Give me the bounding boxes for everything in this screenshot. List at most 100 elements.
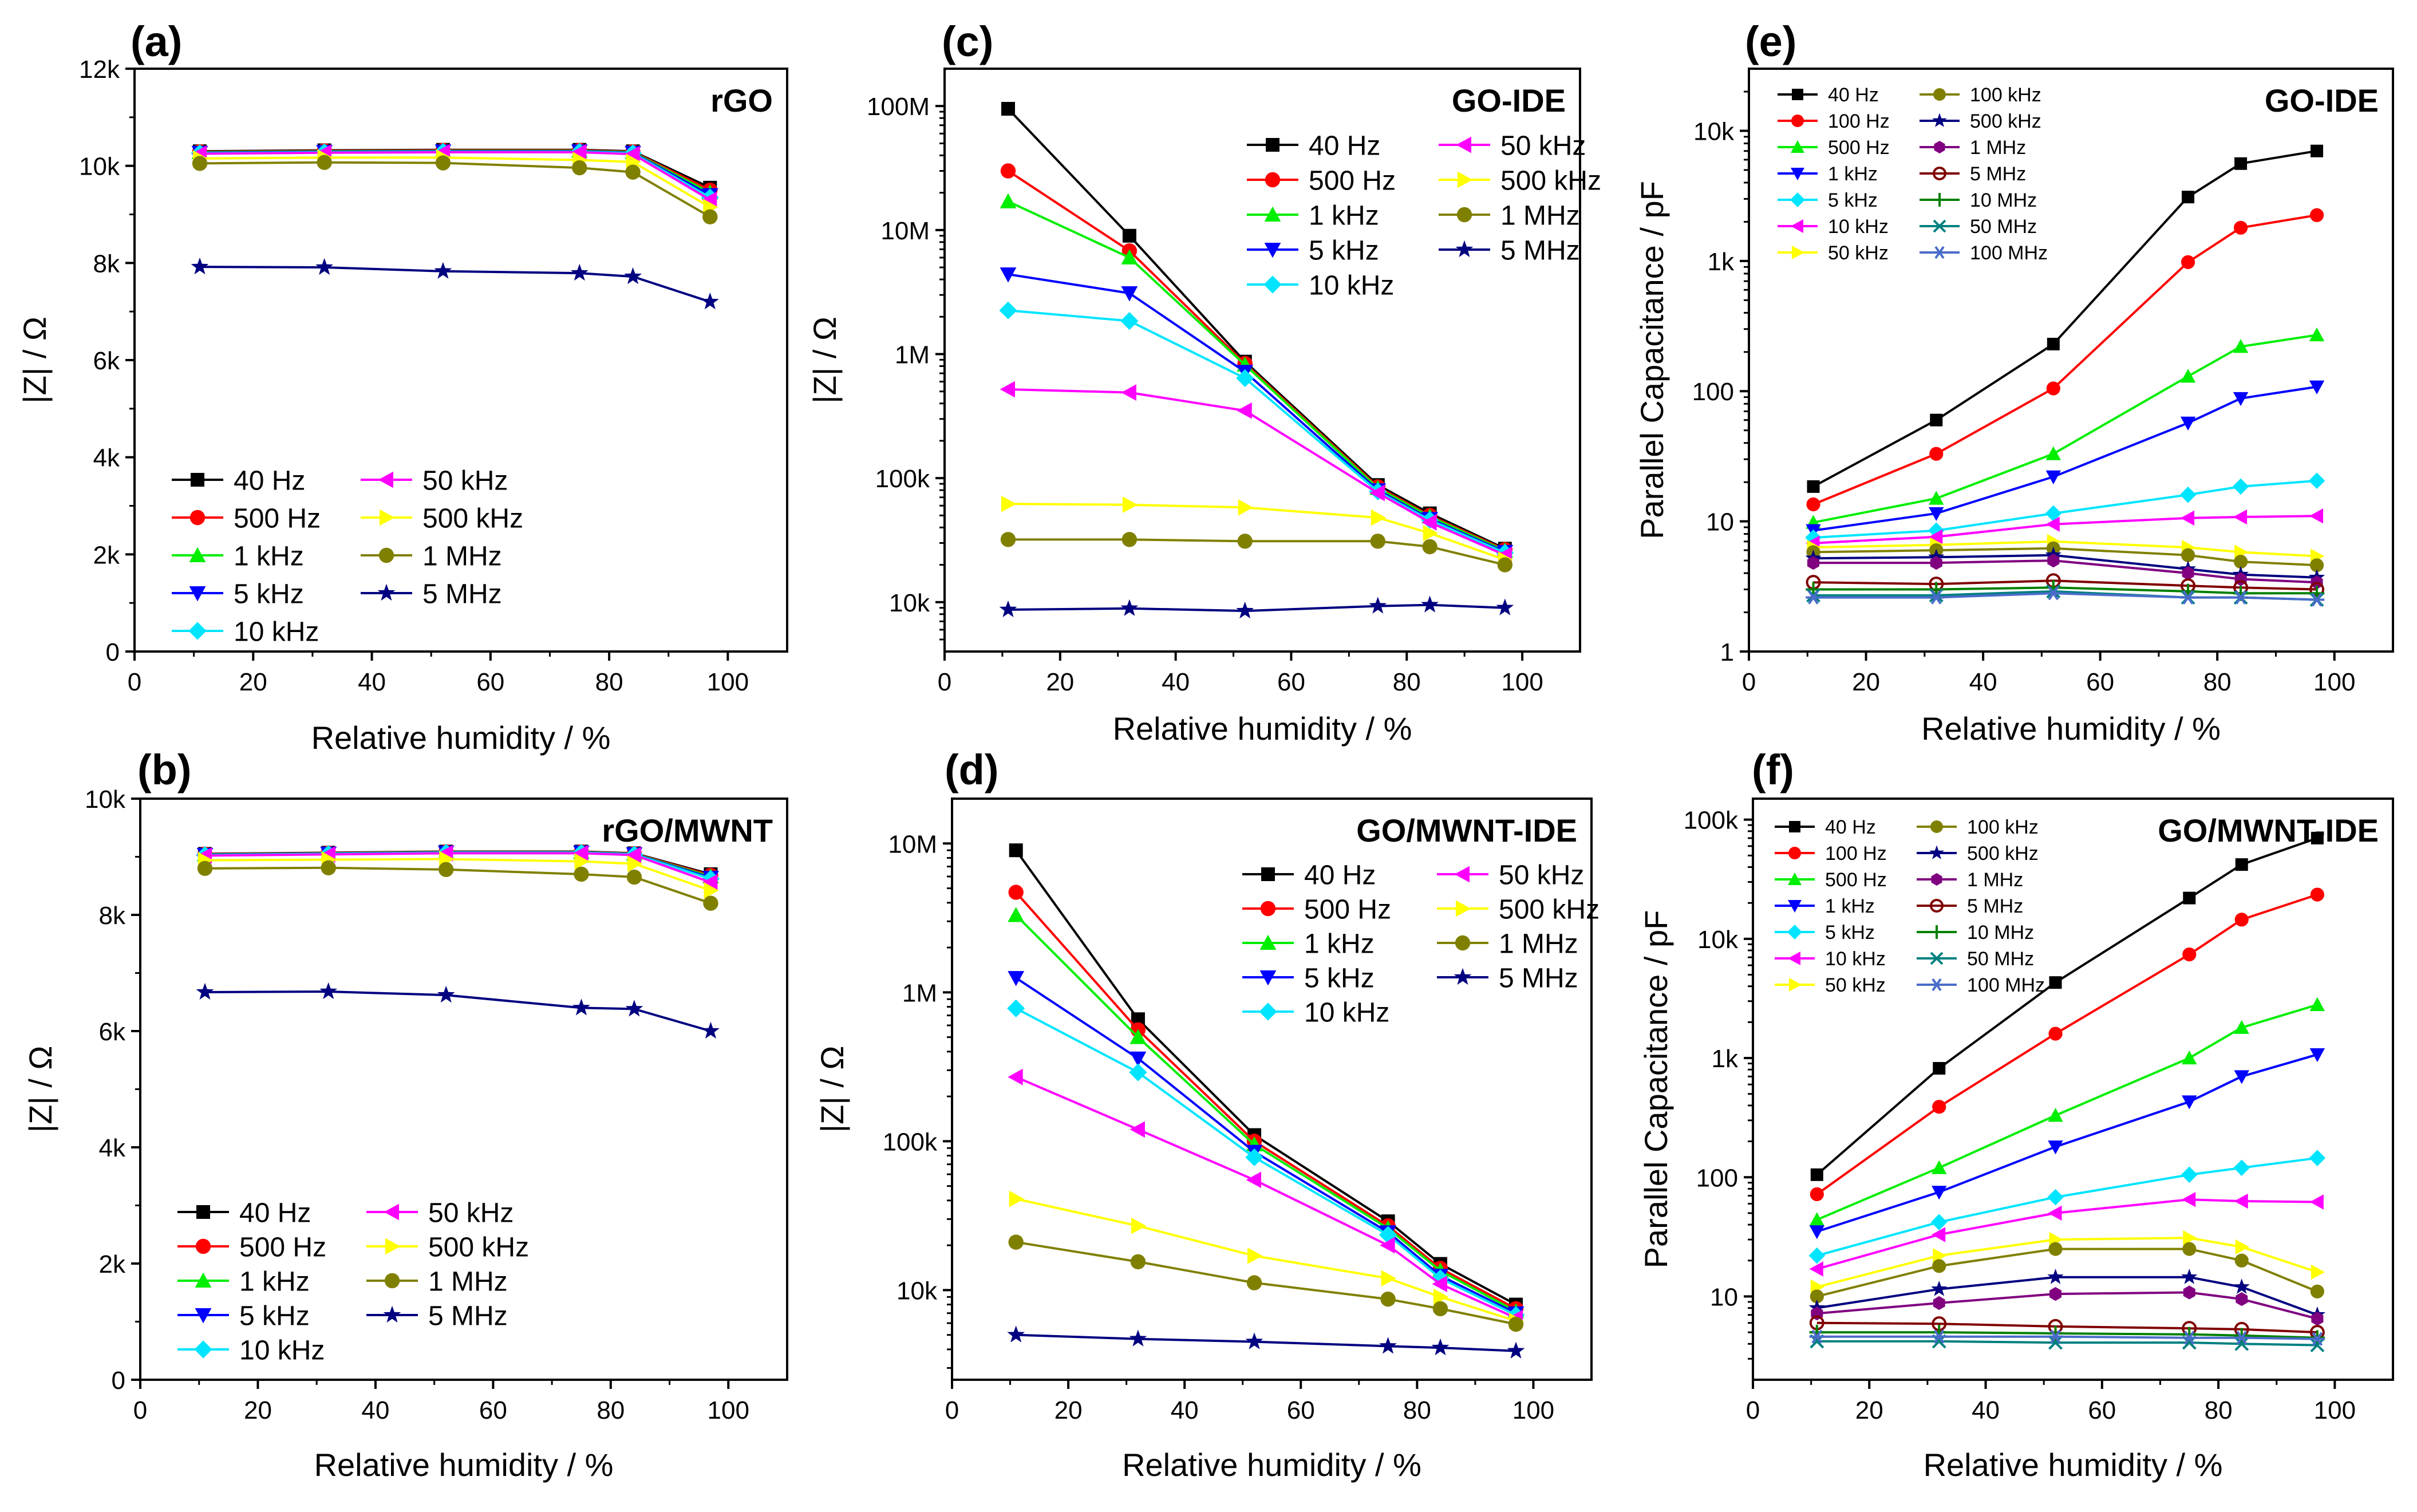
legend-marker — [1930, 978, 1944, 992]
data-point — [2182, 191, 2195, 204]
series-line — [1813, 554, 2317, 579]
chart-panel-d: 0 20 40 60 80 100 10k 100k 1M 10M Relative humidit… — [814, 746, 1600, 1483]
legend-label: 1 kHz — [239, 1266, 310, 1297]
legend-label: 5 MHz — [1970, 163, 2026, 185]
data-point — [197, 860, 213, 877]
data-point — [1000, 381, 1015, 398]
legend-label: 500 Hz — [1309, 165, 1396, 196]
legend-marker — [1791, 168, 1804, 180]
legend-marker — [377, 583, 396, 601]
y-tick-label: 1k — [1712, 1045, 1739, 1073]
x-tick-label: 20 — [1852, 668, 1880, 696]
chart-panel-a: 0 20 40 60 80 100 0 2k 4k 6k 8k 10k 12k Relative humi… — [17, 18, 788, 756]
x-tick-label: 100 — [707, 668, 749, 696]
data-point — [1008, 1234, 1024, 1250]
legend-marker — [189, 547, 206, 562]
series-1-mhz — [197, 860, 718, 911]
data-point — [1009, 1190, 1025, 1207]
data-point — [1423, 524, 1439, 542]
data-point — [1000, 193, 1017, 208]
legend-label: 10 kHz — [1825, 948, 1886, 970]
legend-label: 40 Hz — [1309, 131, 1380, 161]
data-point — [574, 866, 589, 882]
legend-label: 500 Hz — [1304, 894, 1391, 925]
data-point — [999, 600, 1017, 617]
legend-marker — [1264, 243, 1281, 258]
data-point — [1120, 599, 1139, 616]
legend-label: 10 kHz — [239, 1335, 325, 1365]
data-point — [1421, 595, 1439, 613]
legend-marker — [1787, 925, 1802, 939]
series-line — [1816, 1156, 2318, 1257]
series-line — [1816, 1237, 2318, 1288]
y-tick-label: 1M — [902, 979, 937, 1007]
data-point — [2234, 1253, 2249, 1268]
legend-label: 500 kHz — [1970, 110, 2041, 132]
data-point — [1000, 267, 1017, 283]
data-point — [1237, 402, 1252, 419]
series-line — [1016, 1198, 1516, 1322]
legend-marker — [195, 1308, 212, 1324]
panel-label: (f) — [1752, 746, 1794, 793]
legend-label: 500 Hz — [1828, 137, 1890, 159]
x-tick-label: 40 — [358, 668, 386, 696]
x-tick-label: 80 — [2203, 668, 2232, 696]
series-5-mhz — [1007, 1325, 1525, 1359]
y-tick-label: 10 — [1710, 1283, 1738, 1311]
x-tick-label: 0 — [133, 1396, 147, 1424]
data-point — [2310, 1338, 2325, 1353]
series-5-mhz — [196, 982, 720, 1039]
x-tick-label: 40 — [1972, 1396, 2000, 1424]
chart-panel-f: 0 20 40 60 80 100 10 100 1k 10k 100k Relative humid… — [1638, 746, 2394, 1483]
series-40-hz — [1810, 831, 2324, 1181]
x-tick-label: 60 — [476, 668, 504, 696]
legend: 40 Hz 500 Hz 1 kHz 5 kHz 10 kHz 50 kHz 500 kHz… — [1247, 131, 1601, 301]
y-tick-label: 10k — [896, 1277, 938, 1305]
sample-label: GO/MWNT-IDE — [1356, 812, 1577, 848]
legend-label: 40 Hz — [239, 1198, 311, 1228]
data-point — [1809, 1212, 1824, 1226]
data-point — [2309, 997, 2325, 1011]
data-point — [2234, 913, 2249, 927]
legend-label: 500 kHz — [1967, 843, 2039, 864]
y-tick-label: 100 — [1696, 1164, 1738, 1192]
legend-label: 1 MHz — [1970, 137, 2026, 159]
data-point — [1508, 1316, 1524, 1332]
legend-marker — [1931, 873, 1942, 886]
data-point — [2233, 554, 2248, 569]
data-point — [1929, 507, 1944, 522]
y-tick-label: 4k — [99, 1134, 126, 1162]
x-tick-label: 40 — [361, 1396, 389, 1424]
series-line — [1813, 586, 2317, 595]
y-tick-label: 0 — [112, 1367, 125, 1395]
x-axis-label: Relative humidity / % — [1113, 710, 1412, 747]
sample-label: rGO — [710, 82, 773, 119]
series-line — [204, 990, 712, 1032]
data-point — [1433, 1288, 1449, 1305]
series-100-mhz — [1806, 586, 2325, 607]
legend-label: 500 kHz — [1500, 165, 1601, 196]
legend-label: 100 kHz — [1970, 84, 2041, 106]
legend-label: 100 MHz — [1970, 242, 2048, 264]
data-point — [1121, 384, 1136, 401]
data-point — [2182, 1331, 2197, 1345]
data-point — [1432, 1276, 1447, 1293]
series-line — [1816, 1331, 2317, 1339]
series-line — [1015, 891, 1516, 1310]
data-point — [2183, 1285, 2195, 1300]
y-axis-label: Parallel Capacitance / pF — [1634, 181, 1670, 539]
series-line — [204, 866, 712, 905]
data-point — [2309, 1194, 2324, 1210]
x-tick-label: 80 — [597, 1396, 625, 1424]
legend-marker — [385, 1238, 401, 1255]
data-point — [999, 301, 1017, 319]
legend-marker — [1265, 172, 1281, 188]
x-tick-label: 20 — [1855, 1396, 1883, 1424]
data-point — [704, 882, 719, 899]
data-point — [2234, 157, 2248, 170]
x-tick-label: 20 — [1046, 668, 1074, 696]
data-point — [1933, 1248, 1947, 1264]
legend-marker — [194, 1340, 212, 1359]
series-100-hz — [1810, 887, 2324, 1202]
